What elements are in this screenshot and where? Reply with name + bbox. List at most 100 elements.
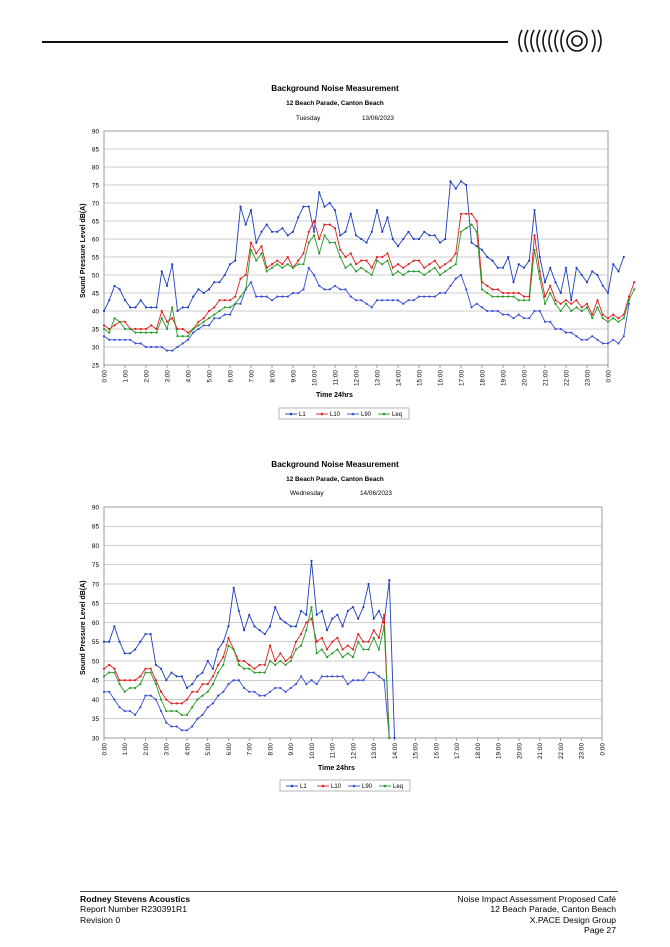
data-point — [270, 230, 274, 233]
data-point — [349, 263, 352, 266]
data-point — [360, 237, 363, 241]
data-point — [543, 320, 547, 323]
data-point — [377, 609, 381, 613]
data-point — [291, 291, 295, 295]
data-point — [108, 299, 111, 302]
data-point — [239, 302, 242, 305]
data-point — [185, 698, 189, 701]
data-point — [268, 659, 272, 663]
data-point — [391, 266, 394, 269]
data-point — [344, 255, 347, 259]
x-tick-label: 9:00 — [290, 370, 297, 383]
data-point — [139, 706, 142, 709]
chart-date: 13/06/2023 — [362, 115, 394, 122]
data-point — [134, 713, 137, 717]
data-point — [300, 609, 303, 613]
data-point — [274, 686, 277, 690]
data-point — [171, 317, 174, 320]
legend-marker — [320, 412, 324, 416]
data-point — [617, 270, 620, 273]
data-point — [176, 345, 179, 349]
data-point — [391, 237, 394, 241]
data-point — [538, 277, 541, 280]
data-point — [444, 270, 447, 273]
data-point — [279, 686, 282, 690]
data-point — [444, 291, 447, 295]
report-number: Report Number R230391R1 — [80, 904, 188, 915]
y-tick-label: 70 — [92, 581, 100, 588]
data-point — [423, 266, 426, 269]
data-point — [227, 625, 230, 628]
data-point — [154, 663, 157, 666]
footer-right: Noise Impact Assessment Proposed Café 12… — [457, 894, 616, 936]
x-tick-label: 6:00 — [226, 743, 233, 756]
data-point — [181, 342, 184, 345]
data-point — [197, 288, 200, 291]
data-point — [554, 327, 557, 331]
data-point — [197, 320, 200, 323]
data-point — [206, 683, 209, 686]
data-point — [171, 349, 174, 352]
data-point — [365, 270, 368, 273]
data-point — [248, 667, 251, 670]
data-point — [113, 625, 116, 628]
data-point — [191, 725, 194, 728]
data-point — [402, 266, 405, 269]
data-point — [181, 306, 184, 309]
data-point — [538, 255, 541, 259]
data-point — [312, 230, 316, 233]
data-point — [444, 263, 447, 266]
data-point — [300, 675, 303, 678]
data-point — [237, 609, 240, 613]
data-point — [475, 219, 478, 223]
data-point — [310, 559, 313, 563]
data-point — [517, 291, 520, 295]
data-point — [253, 625, 256, 628]
data-point — [118, 338, 121, 341]
data-point — [258, 663, 261, 666]
data-point — [383, 679, 386, 682]
y-tick-label: 65 — [92, 601, 100, 608]
data-point — [192, 295, 195, 298]
data-point — [454, 263, 457, 266]
data-point — [633, 281, 636, 284]
data-point — [354, 234, 358, 237]
data-point — [622, 255, 625, 259]
data-point — [331, 652, 334, 655]
data-point — [217, 663, 220, 666]
series-line — [103, 223, 635, 337]
data-point — [606, 342, 610, 345]
data-point — [123, 690, 126, 693]
data-point — [362, 606, 365, 609]
data-point — [154, 679, 157, 682]
data-point — [528, 259, 531, 262]
x-tick-label: 11:00 — [330, 743, 337, 759]
legend-box — [279, 779, 411, 792]
data-point — [150, 345, 153, 349]
data-point — [102, 335, 106, 338]
chart-title: Background Noise Measurement — [271, 84, 399, 93]
data-point — [186, 335, 190, 338]
data-point — [325, 656, 329, 659]
data-point — [570, 302, 573, 305]
legend-label: L1 — [300, 784, 307, 790]
data-point — [331, 640, 334, 643]
data-point — [191, 690, 194, 693]
data-point — [294, 625, 298, 628]
chart-subtitle: 12 Beach Parade, Canton Beach — [286, 476, 384, 483]
data-point — [423, 230, 426, 233]
data-point — [113, 284, 116, 287]
data-point — [171, 306, 174, 309]
data-point — [291, 266, 295, 269]
data-point — [134, 648, 137, 651]
data-point — [341, 648, 344, 651]
x-tick-label: 5:00 — [205, 743, 212, 756]
data-point — [591, 317, 594, 320]
data-point — [381, 263, 384, 266]
data-point — [354, 263, 358, 266]
data-point — [128, 709, 132, 713]
company-name: Rodney Stevens Acoustics — [80, 894, 191, 904]
data-point — [171, 263, 174, 266]
data-point — [491, 288, 494, 291]
data-point — [617, 320, 620, 323]
